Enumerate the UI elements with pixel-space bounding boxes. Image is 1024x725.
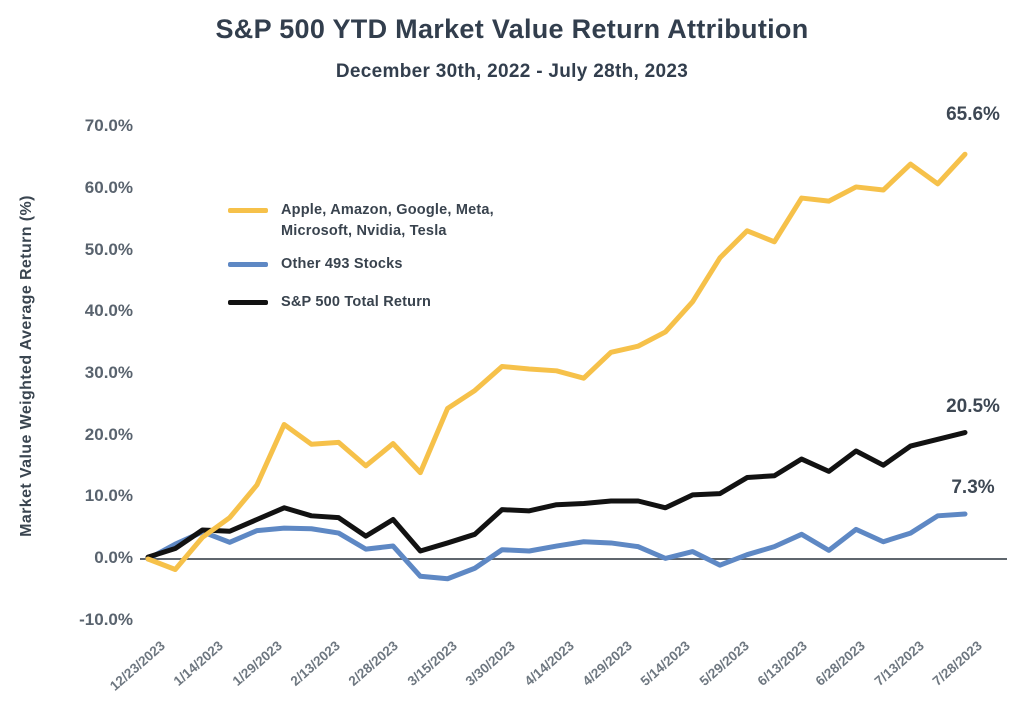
- sp500-line-swatch-icon: [228, 300, 268, 306]
- legend: Apple, Amazon, Google, Meta, Microsoft, …: [228, 200, 494, 313]
- mag7-line-swatch-icon: [228, 208, 268, 213]
- series-line-mag7: [145, 151, 968, 572]
- legend-label-sp500: S&P 500 Total Return: [281, 294, 432, 311]
- y-tick-label: 40.0%: [84, 301, 133, 321]
- legend-label-mag7: Apple, Amazon, Google, Meta, Microsoft, …: [281, 202, 494, 240]
- legend-item-mag7: Apple, Amazon, Google, Meta, Microsoft, …: [228, 200, 494, 242]
- y-tick-label: 60.0%: [84, 177, 133, 197]
- y-tick-label: 0.0%: [94, 548, 133, 567]
- legend-item-other493: Other 493 Stocks: [228, 254, 494, 275]
- y-tick-label: 70.0%: [84, 116, 133, 136]
- end-value-label-mag7: 65.6%: [946, 104, 1000, 126]
- other493-line-swatch-icon: [228, 262, 268, 268]
- y-tick-label: 30.0%: [84, 362, 133, 382]
- end-value-label-sp500: 20.5%: [946, 395, 1000, 417]
- legend-item-sp500: S&P 500 Total Return: [228, 292, 494, 313]
- y-tick-label: -10.0%: [79, 609, 133, 629]
- legend-label-other493: Other 493 Stocks: [281, 256, 403, 273]
- y-tick-label: 50.0%: [84, 239, 133, 259]
- chart-title: S&P 500 YTD Market Value Return Attribut…: [215, 14, 809, 44]
- y-tick-label: 20.0%: [84, 424, 133, 444]
- series-line-other493: [145, 511, 968, 582]
- chart-subtitle: December 30th, 2022 - July 28th, 2023: [335, 61, 689, 82]
- series-line-sp500: [145, 430, 968, 560]
- y-tick-label: 10.0%: [84, 486, 133, 506]
- end-value-label-other493: 7.3%: [951, 476, 995, 498]
